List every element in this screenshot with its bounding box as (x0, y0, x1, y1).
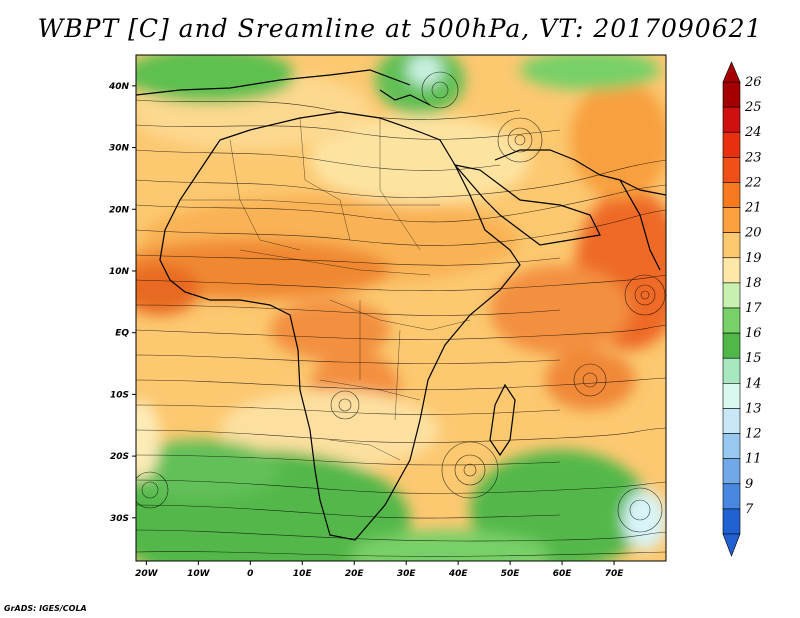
colorbar-swatch (722, 207, 741, 233)
x-tick-label: 0 (247, 569, 253, 579)
colorbar-label: 18 (745, 276, 762, 291)
wbpt-field (136, 55, 666, 561)
colorbar-label: 23 (744, 150, 762, 165)
x-tick-label: 20E (345, 569, 365, 579)
colorbar-swatch (722, 383, 741, 409)
x-tick-label: 50E (501, 569, 521, 579)
x-tick-label: 20W (135, 569, 159, 579)
colorbar-label: 14 (745, 376, 762, 391)
colorbar-label: 13 (745, 401, 762, 416)
colorbar-label: 24 (744, 125, 762, 140)
colorbar-label: 20 (744, 226, 762, 241)
x-tick-label: 10W (187, 569, 211, 579)
y-tick-label: 40N (108, 82, 130, 92)
colorbar-swatch (722, 357, 741, 384)
map-title: WBPT [C] and Sreamline at 500hPa, VT: 20… (37, 14, 763, 43)
colorbar-label: 16 (745, 326, 762, 341)
colorbar-label: 19 (745, 251, 762, 266)
colorbar-swatch (722, 182, 741, 208)
colorbar-label: 12 (745, 427, 762, 442)
colorbar-swatch (722, 408, 741, 434)
colorbar-swatch (722, 508, 741, 535)
streamlines (136, 71, 666, 557)
colorbar-swatch (722, 332, 741, 359)
colorbar-swatch (722, 433, 741, 459)
x-tick-label: 30E (397, 569, 417, 579)
coastlines (136, 69, 666, 541)
colorbar-swatch (722, 483, 741, 510)
y-tick-label: 20N (109, 205, 130, 215)
colorbar-swatch (722, 106, 741, 133)
colorbar-swatch (722, 307, 741, 334)
colorbar-label: 7 (745, 502, 754, 517)
colorbar-swatch (722, 458, 741, 485)
colorbar-top-arrow (722, 61, 741, 83)
y-tick-label: 10S (110, 390, 129, 400)
colorbar-label: 26 (744, 75, 762, 90)
colorbar-label: 21 (744, 201, 762, 216)
colorbar-bottom-arrow (722, 533, 741, 557)
colorbar-label: 15 (745, 351, 762, 366)
x-tick-label: 70E (605, 569, 625, 579)
colorbar-label: 11 (745, 452, 762, 467)
plot-frame (135, 54, 667, 562)
x-tick-label: 10E (293, 569, 313, 579)
y-tick-label: EQ (115, 329, 129, 339)
colorbar-swatch (722, 232, 741, 259)
colorbar-label: 17 (745, 301, 762, 316)
colorbar-swatch (722, 81, 741, 108)
colorbar-label: 22 (744, 175, 762, 190)
colorbar-swatch (722, 157, 741, 183)
country-borders (180, 117, 471, 461)
y-tick-label: 30S (110, 514, 129, 524)
colorbar-label: 25 (744, 100, 762, 115)
colorbar-label: 9 (745, 477, 753, 492)
y-tick-label: 30N (109, 144, 130, 154)
x-tick-label: 40E (448, 569, 469, 579)
grads-credit: GrADS: IGES/COLA (4, 604, 87, 613)
colorbar-swatch (722, 131, 741, 158)
y-tick-label: 10N (109, 267, 130, 277)
colorbar-swatch (722, 282, 741, 309)
colorbar-swatch (722, 257, 741, 284)
x-tick-label: 60E (553, 569, 573, 579)
y-tick-label: 20S (110, 452, 129, 462)
